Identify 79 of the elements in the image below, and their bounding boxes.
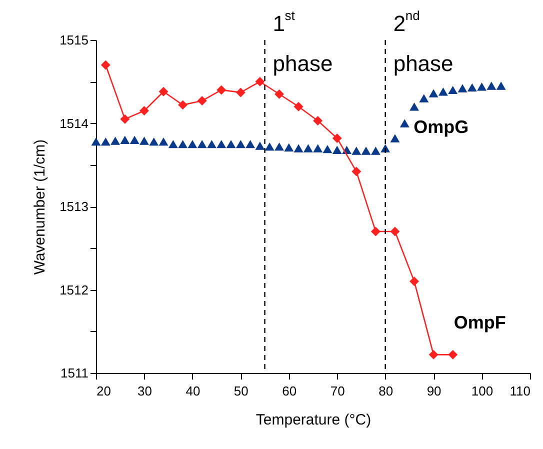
- point: [178, 140, 188, 148]
- y-tick-label: 1514: [60, 116, 88, 131]
- x-tick-label: 70: [330, 384, 345, 398]
- point: [216, 140, 226, 148]
- point: [246, 140, 256, 148]
- point: [236, 140, 246, 148]
- point: [158, 86, 168, 96]
- point: [390, 226, 400, 236]
- point: [139, 106, 149, 116]
- point: [477, 82, 487, 91]
- x-tick-label: 20: [96, 384, 111, 398]
- point: [458, 84, 468, 92]
- point: [139, 136, 149, 145]
- point: [197, 140, 207, 148]
- point: [370, 226, 380, 236]
- point: [100, 60, 110, 70]
- point: [322, 144, 332, 154]
- point: [361, 146, 371, 155]
- point: [274, 89, 284, 99]
- y-axis-title: Wavenumber (1/cm): [32, 139, 49, 275]
- point: [294, 102, 304, 112]
- point: [236, 88, 246, 98]
- point: [130, 136, 140, 144]
- point: [352, 146, 362, 155]
- point: [120, 114, 130, 124]
- point: [410, 102, 420, 111]
- point: [91, 137, 101, 146]
- x-tick-label: 40: [186, 384, 200, 398]
- point: [158, 137, 168, 146]
- point: [496, 82, 506, 90]
- series-label: OmpF: [454, 312, 506, 333]
- point: [428, 350, 438, 360]
- point: [390, 134, 400, 142]
- point: [448, 86, 458, 94]
- point: [226, 140, 236, 148]
- point: [188, 140, 198, 148]
- x-tick-label: 110: [510, 384, 530, 398]
- point: [274, 142, 284, 151]
- point: [400, 119, 410, 128]
- point: [486, 82, 496, 90]
- point: [419, 94, 429, 102]
- point: [255, 76, 265, 86]
- point: [410, 276, 420, 286]
- x-axis-title: Temperature (°C): [256, 412, 372, 428]
- point: [178, 100, 188, 110]
- point: [313, 144, 323, 152]
- y-tick-label: 1515: [60, 32, 88, 48]
- point: [370, 146, 380, 155]
- y-tick-label: 1512: [60, 282, 88, 298]
- point: [100, 137, 110, 146]
- point: [332, 133, 342, 143]
- point: [428, 89, 438, 98]
- point: [332, 146, 342, 154]
- y-tick-label: 1513: [60, 199, 88, 214]
- x-tick-label: 60: [282, 384, 297, 398]
- point: [197, 96, 207, 106]
- point: [448, 350, 458, 360]
- point: [168, 140, 178, 148]
- x-tick-label: 80: [378, 384, 394, 398]
- point: [216, 85, 226, 95]
- point: [264, 142, 274, 151]
- x-tick-label: 90: [426, 384, 442, 398]
- point: [284, 143, 294, 152]
- point: [438, 88, 448, 96]
- point: [352, 166, 362, 176]
- point: [255, 142, 265, 150]
- point: [313, 116, 323, 126]
- point: [294, 144, 304, 152]
- x-tick-label: 50: [234, 384, 248, 398]
- series-label: OmpG: [414, 116, 469, 137]
- x-tick-label: 30: [137, 384, 152, 398]
- x-tick-label: 100: [471, 384, 494, 398]
- y-tick-label: 1511: [60, 366, 88, 380]
- point: [467, 83, 477, 92]
- point: [120, 136, 130, 144]
- point: [303, 144, 313, 152]
- point: [110, 136, 120, 145]
- point: [206, 140, 216, 148]
- point: [149, 137, 159, 146]
